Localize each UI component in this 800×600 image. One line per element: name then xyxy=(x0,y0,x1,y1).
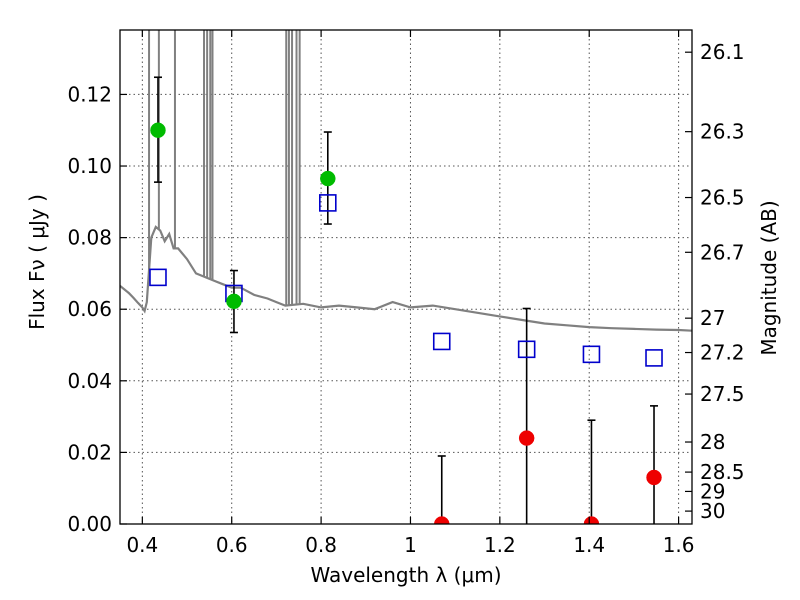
y-tick-label: 0.00 xyxy=(67,512,112,536)
y2-tick-label: 29 xyxy=(700,479,725,503)
photometry-point xyxy=(434,516,450,524)
x-tick-label: 1.6 xyxy=(663,533,695,557)
plot-frame xyxy=(119,29,693,525)
model-photometry-square xyxy=(432,332,451,351)
y2-tick-label: 27 xyxy=(700,306,725,330)
y-tick-label: 0.12 xyxy=(67,82,112,106)
photometry-point xyxy=(320,170,336,187)
y-tick-label: 0.02 xyxy=(67,440,112,464)
x-tick-label: 1.2 xyxy=(484,533,516,557)
y2-tick-label: 30 xyxy=(700,499,725,523)
model-photometry-square xyxy=(517,340,536,359)
y-axis-label: Flux Fν ( μJy ) xyxy=(25,194,49,330)
y2-tick-label: 27.5 xyxy=(700,382,745,406)
y2-tick-label: 28 xyxy=(700,430,725,454)
model-photometry-square xyxy=(582,345,601,364)
y-tick-label: 0.10 xyxy=(67,154,112,178)
model-photometry-points xyxy=(149,194,663,367)
photometry-point xyxy=(226,293,242,310)
x-tick-label: 1 xyxy=(404,533,417,557)
y-tick-label: 0.06 xyxy=(67,297,112,321)
model-photometry-square xyxy=(149,268,167,287)
observed-photometry-points xyxy=(150,122,662,524)
y-tick-label: 0.08 xyxy=(67,226,112,250)
y2-tick-label: 28.5 xyxy=(700,460,745,484)
x-axis-ticks: 0.4 0.6 0.8 1 1.2 1.4 1.6 xyxy=(126,30,695,557)
spectrum-line xyxy=(120,225,692,332)
x-tick-label: 0.8 xyxy=(305,533,337,557)
photometry-point xyxy=(518,430,535,446)
x-tick-label: 1.4 xyxy=(573,533,605,557)
y2-axis-label: Magnitude (AB) xyxy=(757,200,781,355)
photometry-point xyxy=(150,122,166,138)
y2-tick-label: 26.1 xyxy=(700,40,745,64)
x-tick-label: 0.6 xyxy=(216,533,248,557)
y-tick-label: 0.04 xyxy=(67,369,112,393)
photometry-point xyxy=(646,469,662,486)
y2-tick-label: 26.7 xyxy=(700,240,745,264)
plot-background xyxy=(120,30,692,524)
y-axis-ticks: 0.00 0.02 0.04 0.06 0.08 0.10 0.12 xyxy=(67,82,127,536)
x-tick-label: 0.4 xyxy=(126,533,158,557)
photometry-point xyxy=(583,516,600,524)
x-axis-label: Wavelength λ (μm) xyxy=(310,563,501,587)
y2-tick-label: 26.5 xyxy=(700,186,745,210)
y2-tick-label: 26.3 xyxy=(700,120,745,144)
model-photometry-square xyxy=(645,349,663,367)
y2-tick-label: 27.2 xyxy=(700,341,745,365)
model-photometry-square xyxy=(318,194,337,212)
